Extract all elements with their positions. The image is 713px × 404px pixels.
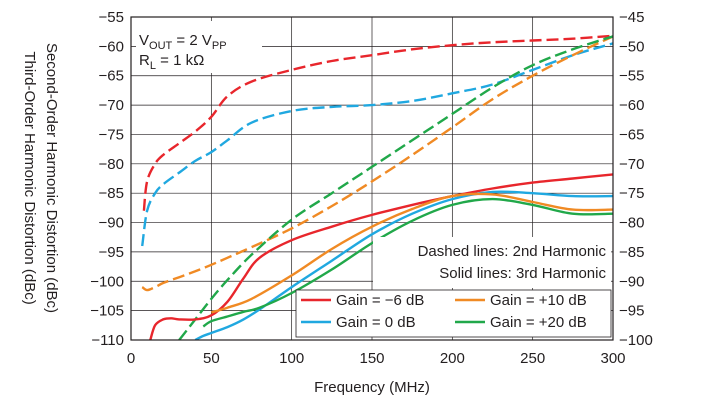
conditions-box <box>136 21 262 73</box>
y-tick-label-left: −100 <box>90 273 124 290</box>
legend-label: Gain = +10 dB <box>490 292 587 309</box>
annotation-box <box>373 237 611 288</box>
y-tick-label-right: −85 <box>619 244 644 261</box>
series-3rd-harmonic-gain-0-db <box>194 190 613 340</box>
y-tick-label-right: −80 <box>619 215 644 232</box>
legend: Dashed lines: 2nd Harmonic Solid lines: … <box>295 237 612 338</box>
x-axis-title: Frequency (MHz) <box>314 379 430 396</box>
legend-label: Gain = +20 dB <box>490 314 587 331</box>
y-tick-label-left: −85 <box>99 185 124 202</box>
annotation-dashed: Dashed lines: 2nd Harmonic <box>418 243 607 260</box>
x-tick-label: 100 <box>279 350 304 367</box>
y-tick-label-right: −45 <box>619 9 644 26</box>
series-3rd-harmonic-gain-minus6-db <box>149 173 613 340</box>
test-conditions: VOUT = 2 VPP RL = 1 kΩ <box>136 21 262 73</box>
y-tick-label-left: −105 <box>90 303 124 320</box>
x-tick-label: 0 <box>127 350 135 367</box>
y-tick-label-right: −75 <box>619 185 644 202</box>
legend-items: Gain = −6 dB Gain = +10 dB Gain = 0 dB Gain… <box>301 292 587 331</box>
y-axis-title-left: Second-Order Harmonic Distortion (dBc) <box>43 43 60 313</box>
tick-labels: 0 50 100 150 200 250 300 −55 −60 −65 −70 −75 −80 −85 −… <box>90 9 653 367</box>
series-3rd-harmonic-gain-plus20-db <box>202 197 613 328</box>
series-3rd-harmonic-gain-plus10-db <box>210 192 613 314</box>
data-curves <box>141 34 613 340</box>
y-axis-title-right: Third-Order Harmonic Distortion (dBc) <box>21 51 38 304</box>
y-tick-label-right: −70 <box>619 156 644 173</box>
series-2nd-harmonic-gain-0-db <box>141 42 613 247</box>
y-tick-label-left: −95 <box>99 244 124 261</box>
y-tick-label-right: −60 <box>619 97 644 114</box>
y-tick-label-right: −95 <box>619 303 644 320</box>
rl-condition: RL = 1 kΩ <box>139 52 204 72</box>
y-tick-label-right: −90 <box>619 273 644 290</box>
y-tick-label-left: −80 <box>99 156 124 173</box>
x-tick-label: 300 <box>600 350 625 367</box>
x-tick-label: 150 <box>359 350 384 367</box>
legend-label: Gain = 0 dB <box>336 314 416 331</box>
x-tick-label: 250 <box>520 350 545 367</box>
y-tick-label-left: −60 <box>99 38 124 55</box>
y-tick-label-right: −100 <box>619 332 653 349</box>
plot-frame <box>130 16 614 341</box>
y-tick-label-left: −75 <box>99 126 124 143</box>
x-tick-label: 200 <box>440 350 465 367</box>
y-tick-label-left: −55 <box>99 9 124 26</box>
y-tick-label-right: −65 <box>619 126 644 143</box>
y-tick-label-right: −50 <box>619 38 644 55</box>
annotation-solid: Solid lines: 3rd Harmonic <box>439 265 606 282</box>
y-tick-label-left: −90 <box>99 215 124 232</box>
series-2nd-harmonic-gain-plus20-db <box>178 35 613 340</box>
legend-label: Gain = −6 dB <box>336 292 424 309</box>
series-2nd-harmonic-gain-minus6-db <box>142 34 613 211</box>
legend-box <box>295 289 612 338</box>
y-tick-label-left: −65 <box>99 68 124 85</box>
y-tick-label-left: −110 <box>91 332 124 349</box>
y-tick-label-left: −70 <box>99 97 124 114</box>
y-tick-label-right: −55 <box>619 68 644 85</box>
x-tick-label: 50 <box>203 350 220 367</box>
vout-condition: VOUT = 2 VPP <box>139 32 227 52</box>
